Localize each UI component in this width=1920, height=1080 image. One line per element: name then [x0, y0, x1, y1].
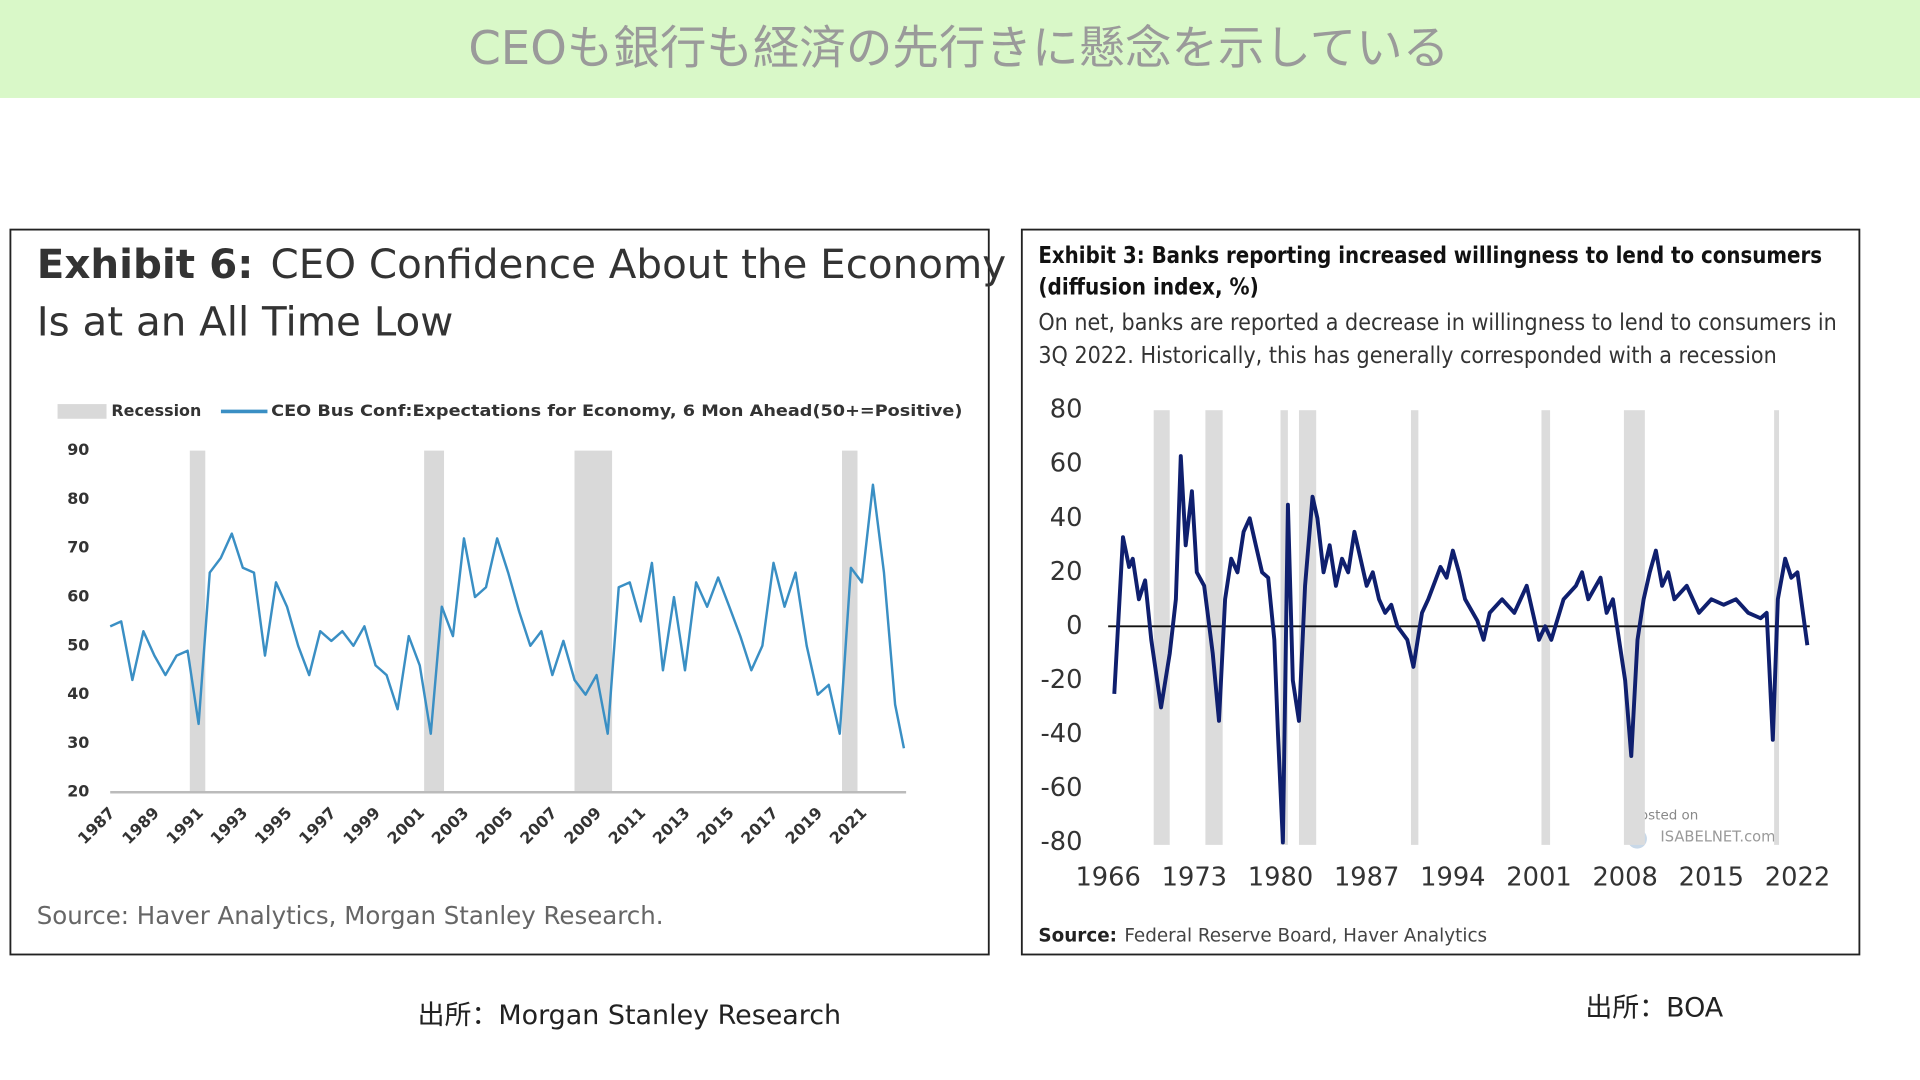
title-line: (diffusion index, %) [1038, 273, 1258, 300]
subtitle: 3Q 2022. Historically, this has generall… [1038, 342, 1776, 369]
x-tick-label: 1994 [1420, 862, 1485, 892]
panel [9, 228, 990, 956]
exhibit-label: Exhibit 6: [37, 240, 254, 288]
y-tick-label: -60 [1040, 773, 1082, 803]
recession-band [189, 450, 206, 793]
x-tick-label: 2001 [1506, 862, 1571, 892]
recession-band [424, 450, 445, 793]
caption: 出所：BOA [1585, 992, 1723, 1023]
slide-title: CEOも銀行も経済の先行きに懸念を示している [468, 21, 1449, 75]
y-tick-label: 30 [67, 733, 89, 752]
y-tick-label: 70 [67, 538, 89, 557]
y-tick-label: 80 [67, 489, 89, 508]
source-label: Source: [1038, 926, 1117, 947]
y-tick-label: 40 [67, 684, 89, 703]
recession-band [574, 450, 613, 793]
y-tick-label: 80 [1050, 395, 1083, 425]
recession-band [1153, 410, 1170, 845]
title-line: Is at an All Time Low [37, 297, 454, 345]
y-tick-label: 0 [1066, 611, 1082, 641]
source: Source: Federal Reserve Board, Haver Anal… [1038, 926, 1487, 947]
x-tick-label: 2022 [1765, 862, 1830, 892]
watermark: ISABELNET.com [1660, 829, 1775, 846]
legend-label: CEO Bus Conf:Expectations for Economy, 6… [271, 401, 962, 420]
header-band [0, 0, 1920, 98]
source-text: Federal Reserve Board, Haver Analytics [1124, 926, 1487, 947]
subtitle: On net, banks are reported a decrease in… [1038, 309, 1836, 336]
chart-title: Exhibit 6: CEO Confidence About the Econo… [37, 240, 1006, 288]
y-tick-label: -40 [1040, 719, 1082, 749]
y-tick-label: 20 [1050, 557, 1083, 587]
y-tick-label: 40 [1050, 503, 1083, 533]
x-tick-label: 1973 [1162, 862, 1227, 892]
recession-band [1410, 410, 1419, 845]
x-tick-label: 1966 [1075, 862, 1140, 892]
y-tick-label: -80 [1040, 827, 1082, 857]
legend-label: Recession [111, 401, 201, 420]
x-tick-label: 2015 [1679, 862, 1744, 892]
title-line: Banks reporting increased willingness to… [1152, 241, 1822, 268]
recession-band [1623, 410, 1645, 845]
y-tick-label: 60 [1050, 449, 1083, 479]
title-line: CEO Confidence About the Economy [271, 240, 1007, 288]
x-tick-label: 1980 [1248, 862, 1313, 892]
series-line [109, 483, 906, 749]
caption: 出所：Morgan Stanley Research [418, 1000, 842, 1031]
exhibit-label: Exhibit 3: [1038, 241, 1144, 268]
recession-band [842, 450, 858, 793]
y-tick-label: -20 [1040, 665, 1082, 695]
x-tick-label: 2008 [1592, 862, 1657, 892]
y-tick-label: 50 [67, 635, 89, 654]
x-tick-label: 1987 [1334, 862, 1399, 892]
recession-band [1205, 410, 1223, 845]
y-tick-label: 60 [67, 587, 89, 606]
y-tick-label: 20 [67, 782, 89, 801]
source: Source: Haver Analytics, Morgan Stanley … [37, 901, 664, 930]
watermark: Posted on [1632, 809, 1698, 824]
legend-swatch [57, 404, 107, 419]
chart-title: Exhibit 3: Banks reporting increased wil… [1038, 241, 1822, 268]
series-line [1112, 454, 1810, 845]
y-tick-label: 90 [67, 440, 89, 459]
